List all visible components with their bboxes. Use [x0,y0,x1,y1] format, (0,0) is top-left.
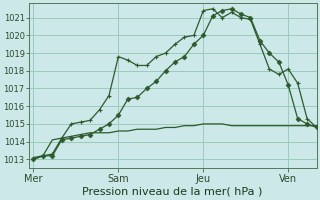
X-axis label: Pression niveau de la mer( hPa ): Pression niveau de la mer( hPa ) [83,187,263,197]
